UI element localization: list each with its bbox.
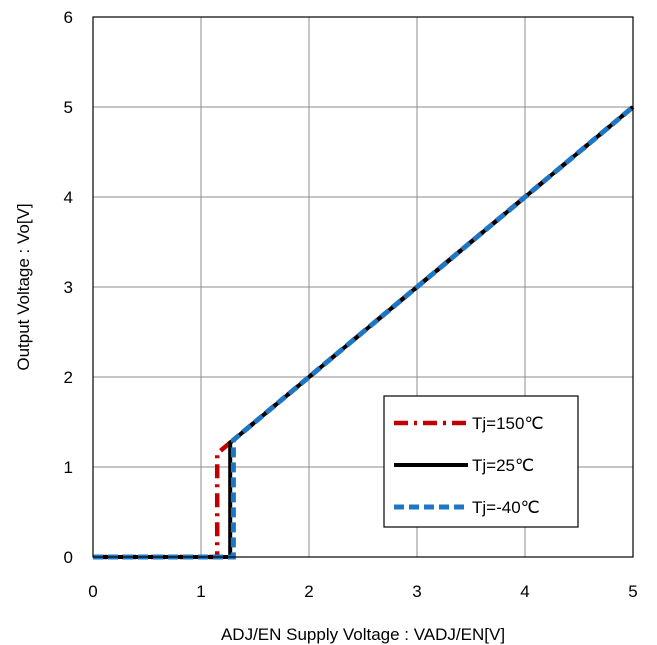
series-line [93,105,635,560]
y-tick-label: 6 [64,8,73,27]
x-axis-title: ADJ/EN Supply Voltage : VADJ/EN[V] [221,625,505,644]
x-tick-label: 0 [88,582,97,601]
legend-label: Tj=150℃ [472,414,544,433]
x-tick-label: 5 [628,582,637,601]
x-tick-label: 2 [304,582,313,601]
y-tick-labels: 0 1 2 3 4 5 6 [64,8,73,567]
x-tick-label: 4 [520,582,529,601]
y-tick-label: 4 [64,188,73,207]
y-tick-label: 5 [64,98,73,117]
plot-frame [92,16,634,558]
y-tick-label: 0 [64,548,73,567]
y-tick-label: 2 [64,368,73,387]
y-tick-label: 3 [64,278,73,297]
legend-label: Tj=-40℃ [472,498,540,517]
legend: Tj=150℃ Tj=25℃ Tj=-40℃ [383,395,579,528]
y-axis-title: Output Voltage : Vo[V] [14,203,33,370]
x-tick-labels: 0 1 2 3 4 5 [88,582,637,601]
x-tick-label: 3 [412,582,421,601]
x-tick-label: 1 [196,582,205,601]
legend-label: Tj=25℃ [472,456,534,475]
y-tick-label: 1 [64,458,73,477]
